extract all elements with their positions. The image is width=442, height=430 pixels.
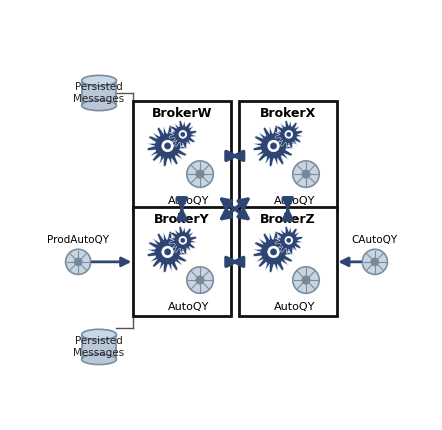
Circle shape bbox=[164, 143, 171, 149]
Text: ProdAutoQY: ProdAutoQY bbox=[47, 235, 109, 245]
Circle shape bbox=[196, 170, 204, 178]
Circle shape bbox=[162, 246, 173, 258]
Circle shape bbox=[285, 237, 293, 244]
Circle shape bbox=[187, 161, 213, 187]
Circle shape bbox=[164, 249, 171, 255]
Circle shape bbox=[181, 132, 185, 136]
Text: CAutoQY: CAutoQY bbox=[352, 235, 398, 245]
Polygon shape bbox=[253, 126, 294, 166]
Text: BrokerX: BrokerX bbox=[259, 107, 316, 120]
Circle shape bbox=[179, 130, 187, 138]
Bar bbox=[239, 101, 337, 211]
Text: Persisted
Messages: Persisted Messages bbox=[73, 82, 125, 104]
Polygon shape bbox=[253, 231, 294, 272]
Circle shape bbox=[302, 276, 310, 284]
Circle shape bbox=[74, 258, 82, 266]
Text: BrokerY: BrokerY bbox=[154, 213, 210, 226]
Circle shape bbox=[268, 246, 279, 258]
Text: BrokerW: BrokerW bbox=[152, 107, 212, 120]
Ellipse shape bbox=[82, 75, 116, 86]
Bar bbox=[239, 207, 337, 316]
Text: BrokerZ: BrokerZ bbox=[260, 213, 316, 226]
Circle shape bbox=[268, 140, 279, 152]
Circle shape bbox=[187, 267, 213, 293]
Circle shape bbox=[286, 132, 291, 136]
Bar bbox=[133, 207, 231, 316]
Circle shape bbox=[286, 238, 291, 243]
Circle shape bbox=[65, 249, 91, 274]
Bar bbox=[133, 101, 231, 211]
Ellipse shape bbox=[82, 100, 116, 111]
Circle shape bbox=[162, 140, 173, 152]
Circle shape bbox=[179, 237, 187, 244]
Circle shape bbox=[371, 258, 379, 266]
Ellipse shape bbox=[82, 329, 116, 340]
Text: AutoQY: AutoQY bbox=[274, 196, 315, 206]
Circle shape bbox=[293, 267, 319, 293]
Circle shape bbox=[196, 276, 204, 284]
Polygon shape bbox=[275, 120, 302, 148]
Circle shape bbox=[271, 143, 277, 149]
Polygon shape bbox=[275, 227, 302, 254]
Text: AutoQY: AutoQY bbox=[168, 301, 209, 311]
Ellipse shape bbox=[82, 354, 116, 365]
Polygon shape bbox=[147, 231, 188, 272]
Circle shape bbox=[181, 238, 185, 243]
Text: AutoQY: AutoQY bbox=[274, 301, 315, 311]
Circle shape bbox=[293, 161, 319, 187]
Text: AutoQY: AutoQY bbox=[168, 196, 209, 206]
Circle shape bbox=[285, 130, 293, 138]
Polygon shape bbox=[169, 227, 197, 254]
Polygon shape bbox=[147, 126, 188, 166]
Circle shape bbox=[362, 249, 388, 274]
Bar bbox=[82, 335, 116, 359]
Circle shape bbox=[302, 170, 310, 178]
Polygon shape bbox=[169, 120, 197, 148]
Bar bbox=[82, 80, 116, 105]
Circle shape bbox=[271, 249, 277, 255]
Text: Persisted
Messages: Persisted Messages bbox=[73, 336, 125, 358]
